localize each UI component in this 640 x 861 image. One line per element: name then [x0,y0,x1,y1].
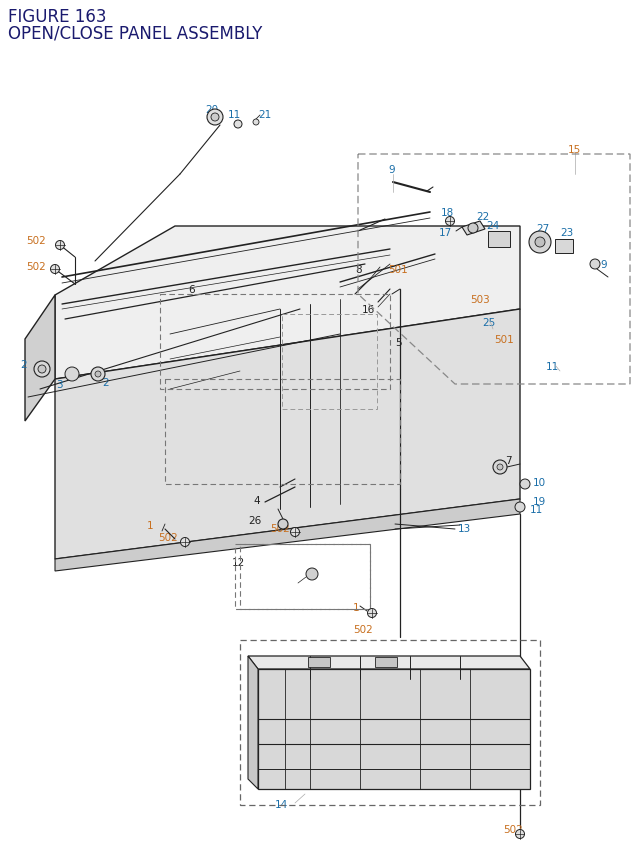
Bar [235,544,370,610]
Circle shape [468,224,478,233]
Text: 14: 14 [275,799,288,809]
Text: 23: 23 [560,228,573,238]
Circle shape [306,568,318,580]
Text: 20: 20 [205,105,218,115]
Text: 1: 1 [147,520,154,530]
Text: 8: 8 [355,264,362,275]
Text: 502: 502 [503,824,523,834]
Text: 19: 19 [533,497,547,506]
Circle shape [91,368,105,381]
Bar [308,657,330,667]
Text: 10: 10 [533,478,546,487]
Circle shape [207,110,223,126]
Text: 15: 15 [568,145,581,155]
Text: 11: 11 [228,110,241,120]
Text: 501: 501 [494,335,514,344]
Text: 13: 13 [458,523,471,533]
Circle shape [520,480,530,489]
Text: 1: 1 [353,603,360,612]
Text: 502: 502 [353,624,372,635]
Text: 7: 7 [505,455,511,466]
Circle shape [497,464,503,470]
Circle shape [38,366,46,374]
Bar [240,544,370,610]
Polygon shape [258,669,530,789]
Circle shape [529,232,551,254]
Polygon shape [55,499,520,572]
Bar [240,641,540,805]
Text: 3: 3 [56,380,63,389]
Text: 24: 24 [486,220,499,231]
Polygon shape [462,222,485,236]
Circle shape [56,241,65,251]
Circle shape [493,461,507,474]
Circle shape [445,217,454,226]
Circle shape [95,372,101,378]
Polygon shape [248,656,530,669]
Text: 2: 2 [102,378,109,387]
Text: 11: 11 [546,362,559,372]
Text: 21: 21 [258,110,271,120]
Circle shape [51,265,60,274]
Circle shape [291,528,300,537]
Circle shape [65,368,79,381]
Text: 12: 12 [232,557,245,567]
Polygon shape [55,310,520,560]
Text: 9: 9 [388,164,395,175]
Bar [160,294,390,389]
Text: 503: 503 [470,294,490,305]
Circle shape [234,121,242,129]
Text: 4: 4 [253,495,260,505]
Text: 25: 25 [482,318,495,328]
Bar [375,657,397,667]
Text: 18: 18 [441,208,454,218]
Text: 6: 6 [188,285,195,294]
Circle shape [515,829,525,839]
Text: 502: 502 [158,532,178,542]
Text: 16: 16 [362,305,375,314]
Text: 2: 2 [20,360,27,369]
Text: 502: 502 [26,262,45,272]
Text: FIGURE 163: FIGURE 163 [8,8,106,26]
Text: 26: 26 [248,516,261,525]
Bar [488,232,510,248]
Circle shape [590,260,600,269]
Text: 5: 5 [395,338,402,348]
Text: 22: 22 [476,212,489,222]
Circle shape [515,503,525,512]
Circle shape [253,120,259,126]
Text: 502: 502 [270,523,290,533]
Bar [165,380,400,485]
Text: 27: 27 [536,224,549,233]
Circle shape [278,519,288,530]
Bar [555,239,573,254]
Bar [282,314,377,410]
Polygon shape [248,656,258,789]
Text: 501: 501 [388,264,408,275]
Circle shape [211,114,219,122]
Circle shape [367,609,376,618]
Text: OPEN/CLOSE PANEL ASSEMBLY: OPEN/CLOSE PANEL ASSEMBLY [8,24,262,42]
Circle shape [180,538,189,547]
Circle shape [535,238,545,248]
Text: 9: 9 [600,260,607,269]
Text: 502: 502 [26,236,45,245]
Text: 17: 17 [439,228,452,238]
Text: 11: 11 [530,505,543,514]
Circle shape [34,362,50,378]
Polygon shape [25,295,55,422]
Polygon shape [55,226,520,380]
